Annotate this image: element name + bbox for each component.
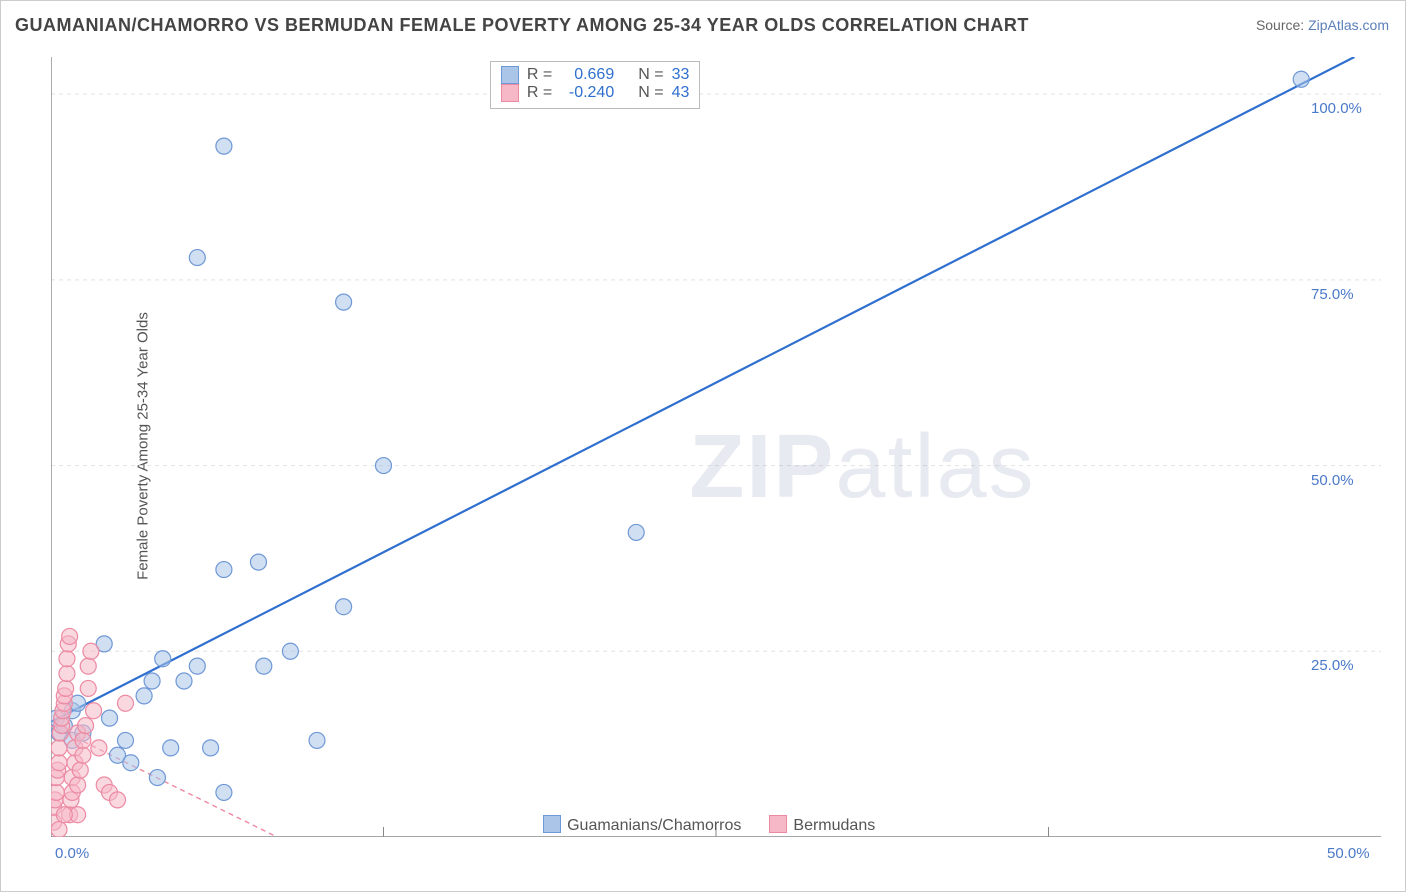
legend-item: Bermudans	[769, 817, 875, 834]
source-prefix: Source:	[1256, 17, 1308, 33]
x-tick-label: 50.0%	[1327, 845, 1370, 862]
point-bermudans	[51, 740, 67, 756]
n-label: N =	[638, 66, 663, 84]
r-label: R =	[527, 66, 552, 84]
stats-row: R = 0.669 N = 33	[501, 66, 689, 84]
point-bermudans	[78, 718, 94, 734]
legend-label: Guamanians/Chamorros	[567, 817, 741, 834]
point-guamanians	[1293, 71, 1309, 87]
point-bermudans	[83, 643, 99, 659]
legend-item: Guamanians/Chamorros	[543, 817, 741, 834]
point-guamanians	[102, 710, 118, 726]
point-guamanians	[309, 732, 325, 748]
point-guamanians	[256, 658, 272, 674]
chart-title: GUAMANIAN/CHAMORRO VS BERMUDAN FEMALE PO…	[15, 15, 1029, 36]
point-guamanians	[216, 784, 232, 800]
stats-box: R = 0.669 N = 33 R = -0.240 N = 43	[490, 61, 700, 109]
point-bermudans	[70, 777, 86, 793]
point-bermudans	[117, 695, 133, 711]
legend-swatch	[769, 815, 787, 833]
trend-line-guamanians	[51, 57, 1354, 722]
y-tick-label: 100.0%	[1311, 100, 1362, 117]
chart-container: GUAMANIAN/CHAMORRO VS BERMUDAN FEMALE PO…	[0, 0, 1406, 892]
point-guamanians	[155, 651, 171, 667]
x-tick-label: 0.0%	[55, 845, 89, 862]
point-bermudans	[86, 703, 102, 719]
r-value: 0.669	[560, 66, 614, 84]
y-tick-label: 25.0%	[1311, 657, 1354, 674]
point-guamanians	[376, 458, 392, 474]
point-bermudans	[72, 762, 88, 778]
point-bermudans	[75, 747, 91, 763]
point-bermudans	[51, 755, 67, 771]
point-guamanians	[189, 250, 205, 266]
point-guamanians	[282, 643, 298, 659]
point-guamanians	[123, 755, 139, 771]
point-guamanians	[216, 138, 232, 154]
y-tick-label: 75.0%	[1311, 286, 1354, 303]
legend-bottom: Guamanians/Chamorros Bermudans	[543, 815, 903, 835]
point-guamanians	[136, 688, 152, 704]
n-value: 43	[672, 84, 690, 102]
point-guamanians	[117, 732, 133, 748]
point-bermudans	[51, 784, 64, 800]
point-guamanians	[176, 673, 192, 689]
point-guamanians	[336, 294, 352, 310]
stats-row: R = -0.240 N = 43	[501, 84, 689, 102]
stats-swatch	[501, 84, 519, 102]
point-bermudans	[56, 807, 72, 823]
point-guamanians	[216, 562, 232, 578]
point-bermudans	[62, 628, 78, 644]
r-label: R =	[527, 84, 552, 102]
point-guamanians	[163, 740, 179, 756]
point-guamanians	[149, 770, 165, 786]
n-value: 33	[672, 66, 690, 84]
legend-label: Bermudans	[793, 817, 875, 834]
point-guamanians	[250, 554, 266, 570]
point-guamanians	[144, 673, 160, 689]
point-guamanians	[189, 658, 205, 674]
point-bermudans	[59, 651, 75, 667]
point-bermudans	[58, 680, 74, 696]
point-bermudans	[91, 740, 107, 756]
r-value: -0.240	[560, 84, 614, 102]
plot-area: ZIPatlas R =0.669N =33R =-0.240N =43 Gua…	[51, 57, 1381, 837]
point-guamanians	[628, 524, 644, 540]
point-guamanians	[336, 599, 352, 615]
source-label: Source: ZipAtlas.com	[1256, 17, 1389, 33]
y-tick-label: 50.0%	[1311, 472, 1354, 489]
point-bermudans	[80, 680, 96, 696]
point-bermudans	[59, 666, 75, 682]
scatter-plot-svg	[51, 57, 1381, 837]
point-bermudans	[51, 822, 67, 837]
point-bermudans	[80, 658, 96, 674]
point-guamanians	[203, 740, 219, 756]
legend-swatch	[543, 815, 561, 833]
point-bermudans	[75, 732, 91, 748]
stats-swatch	[501, 66, 519, 84]
point-bermudans	[110, 792, 126, 808]
n-label: N =	[638, 84, 663, 102]
source-link[interactable]: ZipAtlas.com	[1308, 17, 1389, 33]
